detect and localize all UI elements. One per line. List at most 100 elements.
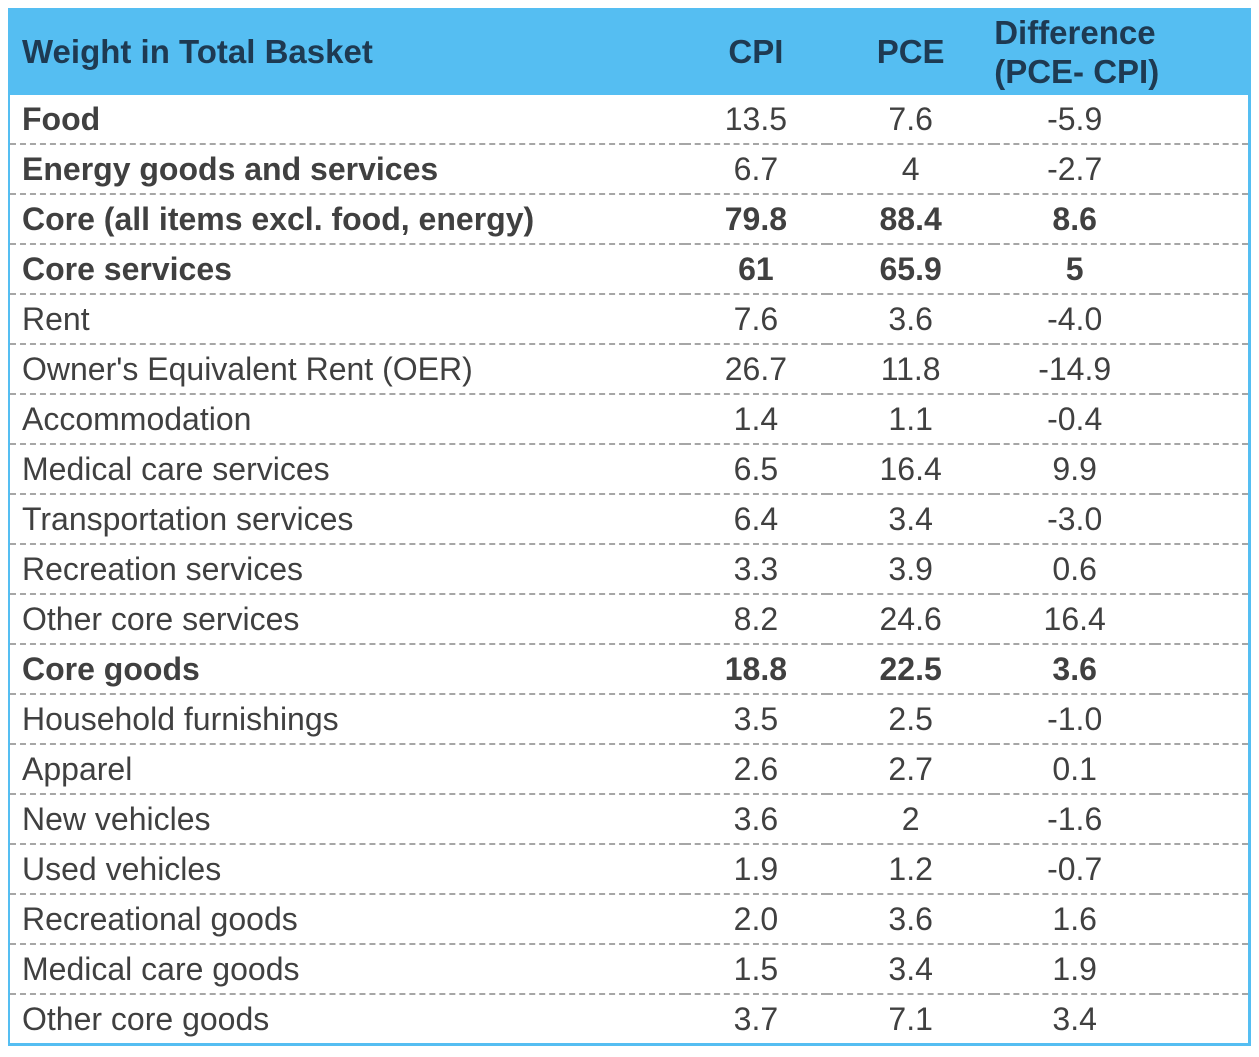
filler-cell: [1155, 793, 1248, 844]
pce-value-cell: 24.6: [827, 593, 995, 644]
filler-cell: [1155, 493, 1248, 544]
row-label-cell: Other core services: [10, 593, 685, 644]
filler-cell: [1155, 893, 1248, 944]
difference-value-cell: 9.9: [994, 443, 1156, 494]
cpi-value-cell: 1.4: [684, 393, 828, 444]
row-label-cell: Other core goods: [10, 993, 685, 1043]
table-row: Medical care services 6.5 16.4 9.9: [10, 443, 1248, 494]
pce-value-cell: 2: [827, 793, 995, 844]
filler-cell: [1155, 993, 1248, 1043]
pce-value-cell: 2.5: [827, 693, 995, 744]
cpi-value-cell: 3.6: [684, 793, 828, 844]
row-label-cell: Recreation services: [10, 543, 685, 594]
row-label-cell: Recreational goods: [10, 893, 685, 944]
filler-cell: [1155, 193, 1248, 244]
pce-value-cell: 3.6: [827, 893, 995, 944]
cpi-value-cell: 18.8: [684, 643, 828, 694]
weights-table-container: Weight in Total Basket CPI PCE Differenc…: [8, 8, 1251, 1046]
row-label-cell: Medical care goods: [10, 943, 685, 994]
row-label-cell: Core services: [10, 243, 685, 294]
filler-cell: [1155, 943, 1248, 994]
difference-value-cell: -14.9: [994, 343, 1156, 394]
row-label-cell: Owner's Equivalent Rent (OER): [10, 343, 685, 394]
row-label-cell: Used vehicles: [10, 843, 685, 894]
table-body: Food 13.5 7.6 -5.9 Energy goods and serv…: [10, 95, 1248, 1043]
cpi-value-cell: 6.5: [684, 443, 828, 494]
pce-value-cell: 16.4: [827, 443, 995, 494]
filler-cell: [1155, 443, 1248, 494]
row-label-cell: Accommodation: [10, 393, 685, 444]
cpi-value-cell: 3.5: [684, 693, 828, 744]
filler-cell: [1155, 543, 1248, 594]
table-row: Other core goods 3.7 7.1 3.4: [10, 993, 1248, 1043]
header-item-column: Weight in Total Basket: [10, 8, 685, 95]
header-pce-column: PCE: [827, 8, 995, 95]
cpi-value-cell: 1.5: [684, 943, 828, 994]
filler-cell: [1155, 393, 1248, 444]
header-difference-column: Difference (PCE- CPI): [994, 8, 1160, 95]
cpi-value-cell: 3.7: [684, 993, 828, 1043]
filler-cell: [1155, 143, 1248, 194]
table-row: Core services 61 65.9 5: [10, 243, 1248, 294]
difference-value-cell: 1.6: [994, 893, 1156, 944]
header-row: Weight in Total Basket CPI PCE Differenc…: [10, 8, 1248, 95]
cpi-value-cell: 6.4: [684, 493, 828, 544]
row-label-cell: Medical care services: [10, 443, 685, 494]
pce-value-cell: 7.6: [888, 100, 933, 137]
pce-value-cell: 3.6: [827, 293, 995, 344]
filler-cell: [1155, 743, 1248, 794]
table-row: Household furnishings 3.5 2.5 -1.0: [10, 693, 1248, 744]
table-row: Apparel 2.6 2.7 0.1: [10, 743, 1248, 794]
cpi-value-cell: 13.5: [724, 100, 788, 137]
table-row: Recreation services 3.3 3.9 0.6: [10, 543, 1248, 594]
difference-value-cell: 5: [994, 243, 1156, 294]
difference-value-cell: 16.4: [994, 593, 1156, 644]
difference-value-cell: -2.7: [994, 143, 1156, 194]
pce-value-cell: 3.9: [827, 543, 995, 594]
table-row: Recreational goods 2.0 3.6 1.6: [10, 893, 1248, 944]
difference-value-cell: 0.6: [994, 543, 1156, 594]
difference-value-cell: -1.0: [994, 693, 1156, 744]
table-row: Owner's Equivalent Rent (OER) 26.7 11.8 …: [10, 343, 1248, 394]
pce-value-cell: 11.8: [827, 343, 995, 394]
row-label-cell: Core (all items excl. food, energy): [10, 193, 685, 244]
cpi-value-cell: 2.6: [684, 743, 828, 794]
pce-value-cell: 1.2: [827, 843, 995, 894]
difference-value-cell: -0.4: [994, 393, 1156, 444]
filler-cell: [1155, 243, 1248, 294]
difference-value-cell: -5.9: [1047, 100, 1103, 137]
pce-value-cell: 2.7: [827, 743, 995, 794]
row-label-cell: New vehicles: [10, 793, 685, 844]
header-difference-line2: (PCE- CPI): [994, 52, 1160, 90]
pce-value-cell: 88.4: [827, 193, 995, 244]
difference-value-cell: 8.6: [994, 193, 1156, 244]
difference-value-cell: 1.9: [994, 943, 1156, 994]
pce-value-cell: 7.1: [827, 993, 995, 1043]
header-filler-column: [1155, 8, 1248, 95]
table-row: Core goods 18.8 22.5 3.6: [10, 643, 1248, 694]
table-row: New vehicles 3.6 2 -1.6: [10, 793, 1248, 844]
cpi-value-cell: 2.0: [684, 893, 828, 944]
cpi-value-cell: 26.7: [684, 343, 828, 394]
row-label-cell: Food: [22, 100, 101, 137]
difference-value-cell: 0.1: [994, 743, 1156, 794]
pce-value-cell: 4: [827, 143, 995, 194]
table-row: Rent 7.6 3.6 -4.0: [10, 293, 1248, 344]
filler-cell: [1155, 693, 1248, 744]
difference-value-cell: -4.0: [994, 293, 1156, 344]
table-row: Food 13.5 7.6 -5.9: [10, 95, 1248, 144]
difference-value-cell: 3.6: [994, 643, 1156, 694]
table-row: Medical care goods 1.5 3.4 1.9: [10, 943, 1248, 994]
row-label-cell: Transportation services: [10, 493, 685, 544]
filler-cell: [1155, 95, 1248, 144]
pce-value-cell: 65.9: [827, 243, 995, 294]
filler-cell: [1155, 343, 1248, 394]
row-label-cell: Energy goods and services: [10, 143, 685, 194]
difference-value-cell: -3.0: [994, 493, 1156, 544]
table-row: Accommodation 1.4 1.1 -0.4: [10, 393, 1248, 444]
row-label-cell: Apparel: [10, 743, 685, 794]
table-row: Other core services 8.2 24.6 16.4: [10, 593, 1248, 644]
pce-value-cell: 3.4: [827, 943, 995, 994]
table-row: Used vehicles 1.9 1.2 -0.7: [10, 843, 1248, 894]
table-row: Energy goods and services 6.7 4 -2.7: [10, 143, 1248, 194]
